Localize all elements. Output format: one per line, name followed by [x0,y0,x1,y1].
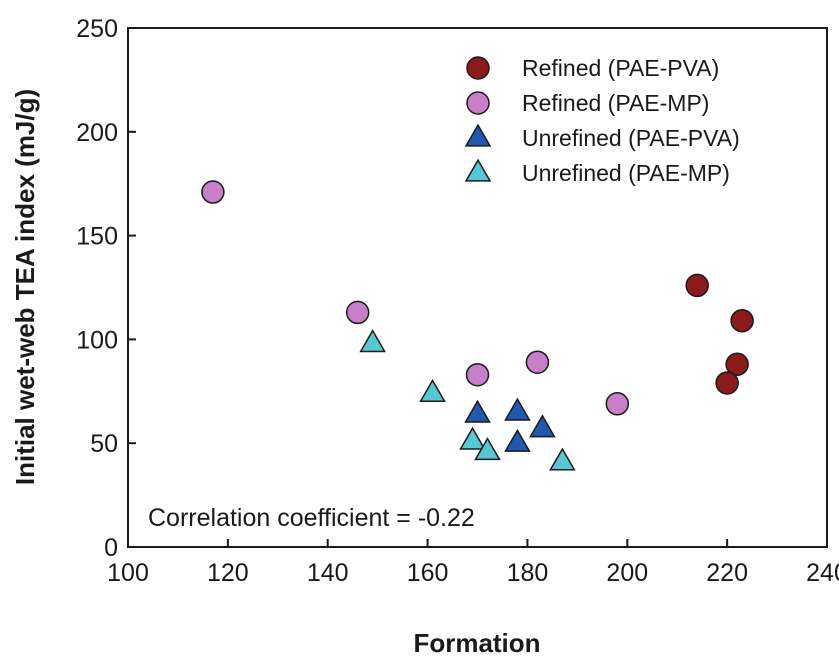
x-tick-label: 120 [207,559,249,587]
legend-marker [464,123,492,147]
data-point [201,180,225,204]
data-points [201,180,754,471]
data-point [359,329,386,353]
data-point [715,371,739,395]
x-axis-title: Formation [413,628,540,658]
x-tick-label: 160 [407,559,449,587]
data-point [474,437,501,461]
data-point [725,352,749,377]
x-tick-label: 180 [507,559,549,587]
x-tick-label: 200 [606,559,648,587]
legend-marker [464,158,492,182]
legend-marker [466,91,490,115]
legend-label: Refined (PAE-MP) [522,90,709,116]
legend-marker [466,56,490,80]
plot-area [127,27,828,548]
data-point [465,362,490,387]
correlation-annotation: Correlation coefficient = -0.22 [148,504,475,532]
y-tick-label: 200 [76,119,118,147]
x-tick-label: 220 [706,559,748,587]
data-point [685,273,709,298]
data-point [419,378,446,403]
legend-label: Refined (PAE-PVA) [522,55,719,81]
x-tick-label: 240 [806,559,839,587]
data-point [525,350,550,374]
y-axis-title: Initial wet-web TEA index (mJ/g) [10,89,40,485]
y-axis-ticks: 0 50 100 150 200 250 [76,15,136,562]
legend-label: Unrefined (PAE-MP) [522,160,730,186]
data-point [459,426,486,450]
x-tick-label: 140 [307,559,349,587]
data-point [464,399,491,423]
legend: Refined (PAE-PVA) Refined (PAE-MP) Unrefin… [464,55,740,186]
x-tick-label: 100 [107,559,149,587]
y-tick-label: 150 [76,223,118,251]
data-point [345,300,370,325]
y-tick-label: 100 [76,326,118,354]
data-point [504,397,531,421]
data-point [730,308,754,333]
data-point [529,414,556,438]
data-point [605,392,630,416]
data-point [504,428,531,452]
x-axis-ticks: 100 120 140 160 180 200 220 240 [107,539,839,587]
y-tick-label: 50 [90,430,118,458]
y-tick-label: 0 [104,534,118,562]
data-point [549,447,576,471]
y-tick-label: 250 [76,15,118,43]
legend-label: Unrefined (PAE-PVA) [522,125,740,151]
